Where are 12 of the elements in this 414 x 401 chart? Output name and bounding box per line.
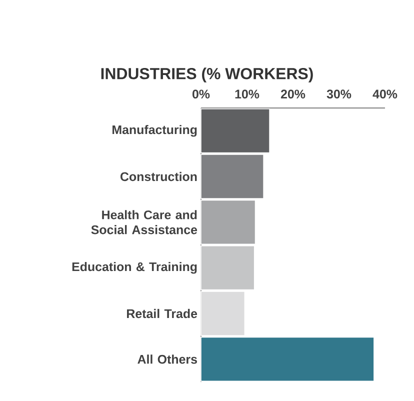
y-tick-label: Health Care and Social Assistance [91, 210, 198, 234]
y-tick-label: All Others [138, 354, 197, 364]
x-tick-label: 10% [235, 90, 260, 98]
x-tick-label: 40% [372, 90, 398, 98]
y-tick-label: Retail Trade [127, 308, 198, 318]
y-tick-label: Manufacturing [112, 125, 197, 137]
x-tick-label: 0% [192, 90, 210, 98]
x-tick-label: 20% [280, 90, 306, 98]
y-tick-label: Education & Training [72, 262, 197, 274]
chart-title: INDUSTRIES (% WORKERS) [101, 68, 313, 82]
y-tick-label: Construction [120, 172, 197, 182]
x-tick-label: 30% [326, 90, 352, 98]
